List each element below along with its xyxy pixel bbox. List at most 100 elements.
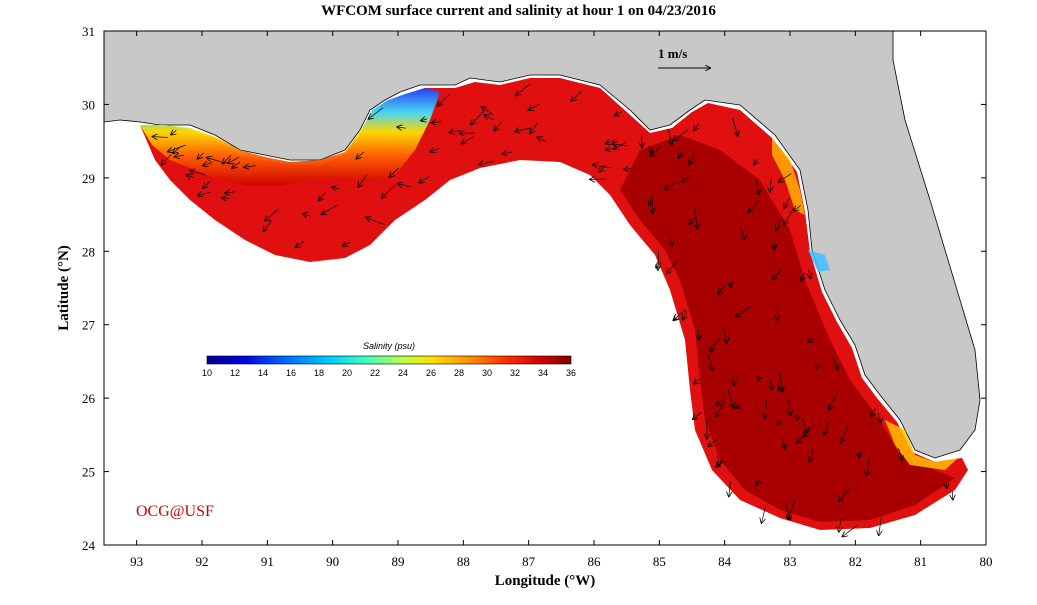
current-vector [479, 161, 495, 164]
salinity-coastal-bigbend [772, 138, 805, 215]
colorbar-tick-label: 26 [426, 368, 436, 378]
current-vector [716, 398, 725, 405]
y-tick-label: 31 [82, 24, 95, 39]
y-tick-label: 26 [82, 391, 96, 406]
current-vector [397, 127, 406, 128]
current-vector [694, 377, 703, 384]
y-axis-label: Latitude (°N) [56, 245, 72, 331]
current-vector [599, 164, 606, 172]
current-vector [650, 196, 652, 205]
current-vector [698, 330, 699, 339]
current-vector [614, 141, 627, 149]
scale-arrow: 1 m/s [658, 46, 710, 68]
y-tick-label: 30 [82, 97, 95, 112]
current-vector [332, 187, 340, 189]
salinity-coastal-south [885, 420, 958, 470]
map-title: WFCOM surface current and salinity at ho… [321, 3, 716, 19]
x-tick-label: 87 [522, 554, 536, 569]
current-vector [810, 448, 814, 462]
current-vector [419, 176, 430, 182]
current-vector [679, 150, 683, 158]
current-vector [777, 418, 781, 426]
current-vector [695, 209, 698, 229]
current-vector [839, 488, 851, 501]
current-vector [801, 272, 804, 281]
x-tick-label: 91 [261, 554, 274, 569]
x-axis: 93 92 91 90 89 88 87 86 85 84 83 82 81 80 [130, 31, 993, 569]
current-vector [841, 425, 849, 442]
current-vector [382, 184, 396, 198]
current-vector [502, 152, 513, 154]
x-tick-label: 81 [914, 554, 927, 569]
current-vector [366, 218, 385, 226]
current-vector [606, 140, 615, 143]
current-vector [624, 169, 632, 170]
current-vector [776, 218, 782, 230]
current-vector [839, 518, 841, 532]
current-vector [356, 151, 365, 159]
current-vector [228, 156, 240, 163]
current-vector [369, 107, 384, 119]
x-tick-label: 88 [457, 554, 470, 569]
colorbar-tick-label: 10 [202, 368, 212, 378]
plot-frame [103, 30, 987, 546]
current-vector [656, 262, 661, 267]
current-vector [824, 421, 830, 435]
current-vector [615, 111, 623, 115]
current-vector [736, 405, 741, 408]
current-vector [779, 173, 792, 182]
current-vector [689, 215, 697, 224]
current-vector [783, 437, 785, 449]
current-vector [319, 191, 326, 200]
current-vector [462, 136, 474, 144]
colorbar-tick-label: 20 [342, 368, 352, 378]
current-vector [606, 148, 616, 150]
colorbar-tick-label: 32 [510, 368, 520, 378]
current-vector [754, 159, 758, 164]
current-vector [494, 121, 503, 130]
current-vector [665, 182, 676, 190]
y-tick-label: 28 [82, 244, 95, 259]
current-vector [816, 362, 818, 369]
current-vector [322, 204, 338, 215]
y-axis: 31 30 29 28 27 26 25 24 [82, 24, 986, 553]
colorbar-tick-label: 36 [566, 368, 576, 378]
current-vector [171, 130, 176, 134]
current-vector [421, 119, 428, 121]
current-vector [770, 176, 772, 192]
current-vector [296, 240, 305, 247]
colorbar-tick-label: 24 [398, 368, 408, 378]
current-vector [203, 181, 211, 188]
current-vector [773, 268, 783, 279]
current-vector [471, 110, 485, 124]
x-tick-label: 86 [588, 554, 602, 569]
current-vector [232, 161, 241, 168]
current-vector [808, 338, 815, 342]
current-vector [571, 91, 583, 100]
current-vector [516, 84, 530, 95]
colorbar-tick-label: 16 [286, 368, 296, 378]
current-vector [832, 356, 838, 370]
current-vector [303, 214, 311, 216]
colorbar-tick-label: 12 [230, 368, 240, 378]
current-vector [722, 326, 727, 343]
current-vector [727, 389, 733, 408]
y-tick-label: 27 [82, 318, 96, 333]
current-vector [244, 166, 256, 168]
land-mass [104, 31, 981, 459]
x-tick-label: 93 [130, 554, 143, 569]
current-vector [683, 311, 687, 319]
current-vector [430, 148, 440, 152]
current-vector [482, 107, 494, 115]
current-vector [173, 145, 182, 153]
current-vector [729, 481, 731, 496]
current-vector [732, 118, 737, 135]
current-vector [431, 122, 441, 123]
x-axis-label: Longitude (°W) [495, 573, 596, 589]
current-vector [858, 450, 860, 457]
current-vector [197, 152, 204, 159]
current-vector [673, 313, 682, 321]
x-tick-label: 80 [980, 554, 993, 569]
current-vector [756, 180, 759, 194]
